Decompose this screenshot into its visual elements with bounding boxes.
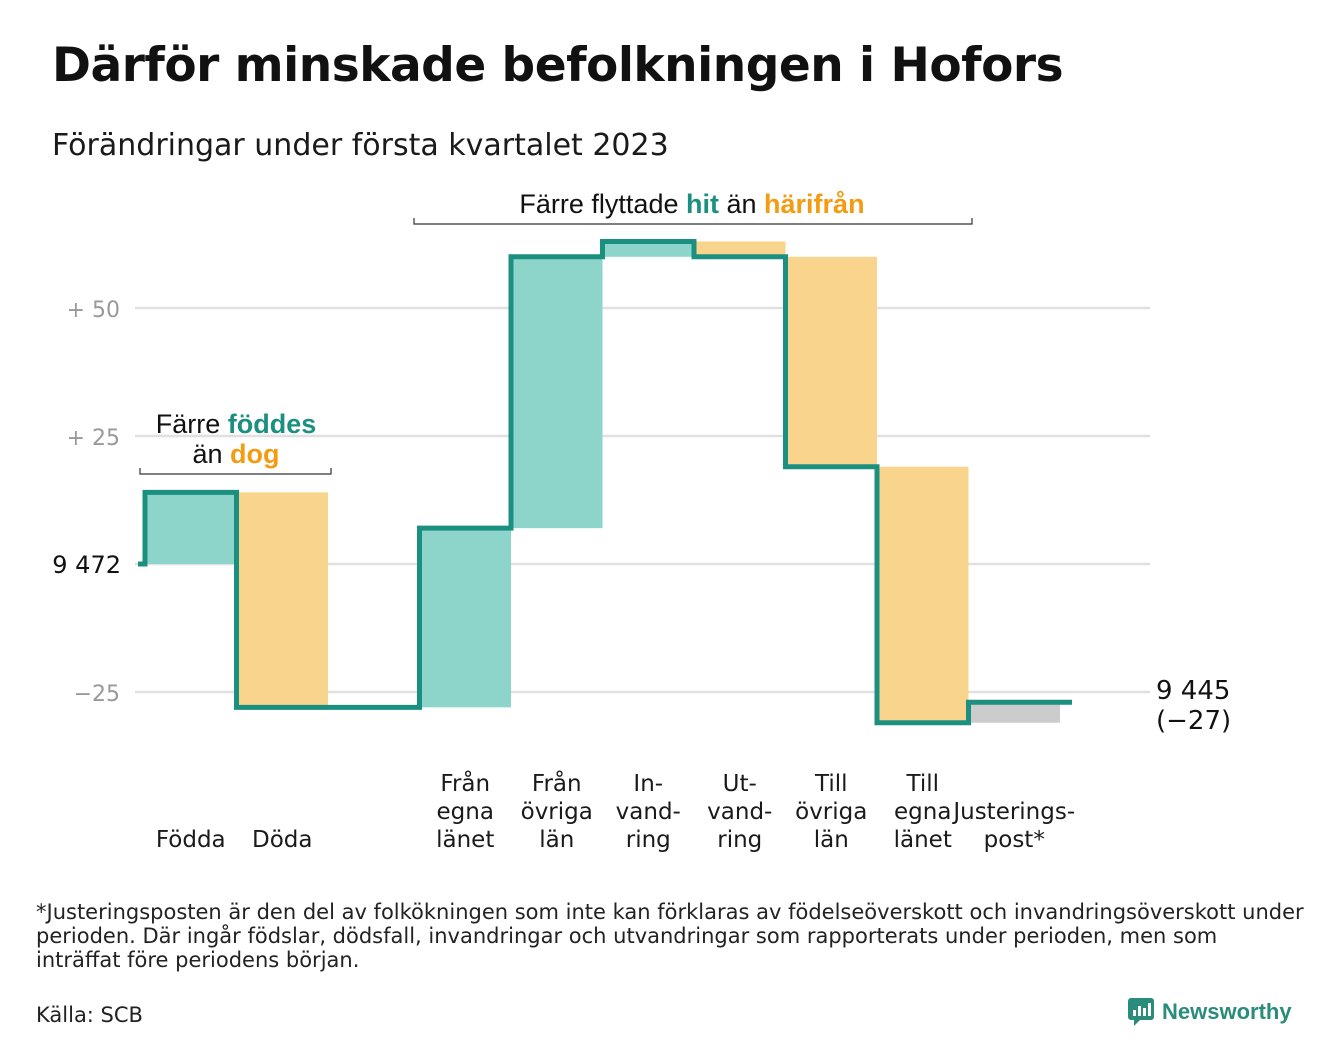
category-label-fran_ovriga: övriga [521,799,593,825]
category-label-fran_egna: egna [437,799,494,825]
step-line [138,238,1072,726]
brand-name: Newsworthy [1162,999,1292,1024]
bar-till_egna [877,466,969,723]
category-label-fran_egna: Från [440,769,490,797]
category-label-till_ovriga: Till [814,771,848,797]
bar-invandring [602,241,694,257]
births-annotation-line2: än dog [192,439,279,469]
category-label-justering: Justerings- [951,799,1075,825]
y-tick-label: −25 [74,682,120,707]
category-label-justering: post* [984,827,1045,853]
newsworthy-logo-icon [1128,998,1154,1026]
category-label-fran_ovriga: län [539,827,574,853]
bar-utvandring [694,241,786,257]
category-label-utvandring: ring [717,827,762,853]
y-tick-label: + 25 [67,426,120,451]
start-value-label: 9 472 [52,551,121,579]
brand-logo: Newsworthy [1128,998,1292,1026]
category-label-fodda: Födda [156,827,226,853]
births-annotation-line1: Färre föddes [156,409,317,439]
footnote: *Justeringsposten är den del av folkökni… [36,900,1304,973]
bar-fran_egna [419,528,511,708]
category-label-till_egna: egna [894,799,951,825]
category-label-fran_ovriga: Från [532,769,582,797]
end-value-label: 9 445 [1156,676,1230,706]
bar-fodda [145,492,237,564]
category-label-fran_egna: länet [436,827,494,853]
category-label-invandring: vand- [616,799,681,825]
bar-doda [236,492,328,708]
category-label-utvandring: vand- [707,799,772,825]
bars [145,241,1060,723]
end-change-label: (−27) [1156,706,1231,736]
category-label-till_egna: länet [894,827,952,853]
category-label-till_ovriga: län [814,827,849,853]
category-label-till_egna: Till [905,771,939,797]
chart-title: Därför minskade befolkningen i Hofors [52,38,1064,93]
category-label-till_ovriga: övriga [795,799,867,825]
category-label-doda: Döda [252,827,312,853]
source: Källa: SCB [36,1003,143,1027]
bar-justering [968,702,1060,723]
births-bracket [139,468,332,475]
y-tick-label: + 50 [67,298,120,323]
cumulative-step-line [138,238,1072,726]
bar-till_ovriga [785,256,877,467]
chart-subtitle: Förändringar under första kvartalet 2023 [52,128,669,163]
moves-bracket [413,218,973,225]
category-label-utvandring: Ut- [723,771,757,797]
bar-fran_ovriga [511,256,603,529]
category-label-invandring: In- [633,771,663,797]
moves-annotation: Färre flyttade hit än härifrån [519,189,864,219]
category-label-invandring: ring [626,827,671,853]
